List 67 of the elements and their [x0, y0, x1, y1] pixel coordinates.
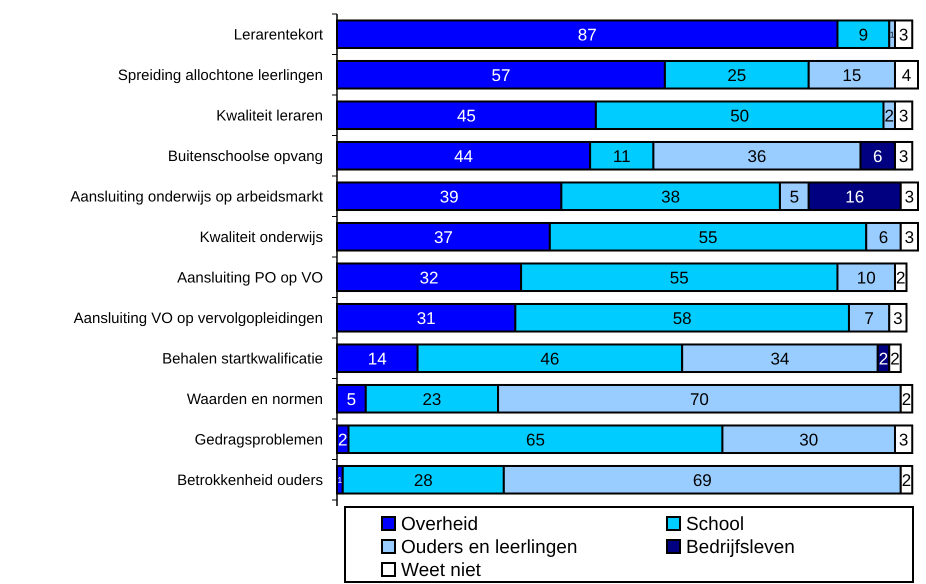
- data-label: 58: [672, 308, 692, 328]
- data-label: 45: [456, 106, 476, 126]
- y-tick-label: Gedragsproblemen: [194, 432, 323, 449]
- y-tick-label: Aansluiting PO op VO: [177, 270, 323, 287]
- data-label: 2: [896, 268, 906, 288]
- data-label: 2: [338, 430, 348, 450]
- y-tick-label: Waarden en normen: [186, 391, 323, 408]
- data-label: 2: [902, 390, 912, 409]
- data-label: 50: [730, 106, 750, 126]
- y-tick-label: Aansluiting VO op vervolgopleidingen: [74, 310, 323, 328]
- data-label: 6: [878, 228, 888, 247]
- legend-label: Weet niet: [401, 560, 482, 581]
- data-label: 14: [368, 349, 387, 368]
- data-label: 69: [692, 470, 712, 490]
- data-label: 44: [454, 146, 474, 166]
- data-label: 38: [661, 187, 680, 206]
- y-tick-label: Aansluiting onderwijs op arbeidsmarkt: [70, 188, 324, 206]
- data-label: 7: [864, 308, 874, 328]
- data-label: 5: [346, 390, 356, 409]
- data-label: 2: [884, 106, 894, 126]
- y-tick-label: Buitenschoolse opvang: [168, 148, 323, 166]
- data-label: 3: [904, 187, 914, 206]
- data-label: 25: [727, 66, 746, 85]
- data-label: 34: [770, 349, 790, 368]
- legend-label: Overheid: [401, 514, 478, 535]
- y-tick-label: Betrokkenheid ouders: [177, 472, 323, 490]
- data-label: 46: [540, 349, 560, 368]
- data-label: 2: [902, 470, 912, 490]
- data-label: 30: [799, 430, 818, 450]
- data-label: 55: [670, 268, 689, 288]
- data-label: 3: [904, 228, 914, 247]
- data-label: 57: [491, 66, 510, 85]
- data-label: 9: [858, 25, 868, 44]
- data-label: 31: [416, 308, 436, 328]
- y-tick-label: Behalen startkwalificatie: [162, 350, 323, 368]
- y-tick-label: Lerarentekort: [234, 26, 324, 44]
- data-label: 15: [842, 66, 862, 85]
- data-label: 37: [434, 228, 453, 247]
- y-tick-label: Kwaliteit onderwijs: [200, 229, 323, 246]
- data-label: 3: [893, 308, 903, 328]
- legend-label: Bedrijfsleven: [686, 536, 795, 558]
- data-label: 39: [440, 187, 459, 206]
- data-label: 16: [845, 187, 864, 206]
- data-label: 4: [902, 66, 912, 85]
- data-label: 28: [414, 470, 433, 490]
- data-label: 5: [790, 187, 800, 206]
- data-label: 70: [690, 390, 709, 409]
- data-label: 3: [898, 430, 908, 450]
- data-label: 10: [856, 268, 876, 288]
- data-label: 3: [898, 25, 908, 44]
- data-label: 36: [747, 146, 766, 166]
- data-label: 3: [898, 106, 908, 126]
- data-label: 2: [890, 349, 900, 368]
- data-label: 55: [698, 228, 718, 247]
- data-label: 23: [422, 390, 442, 409]
- data-label: 2: [878, 349, 888, 368]
- data-label: 3: [898, 146, 908, 166]
- data-label: 65: [526, 430, 545, 450]
- data-label: 32: [420, 268, 438, 288]
- data-label: 6: [873, 146, 882, 166]
- y-tick-label: Spreiding allochtone leerlingen: [118, 67, 323, 84]
- legend-label: Ouders en leerlingen: [401, 536, 578, 558]
- data-label: 11: [612, 146, 631, 166]
- data-label: 1: [890, 29, 895, 40]
- data-label: 87: [578, 25, 597, 44]
- legend-label: School: [686, 514, 744, 535]
- y-tick-label: Kwaliteit leraren: [216, 108, 323, 125]
